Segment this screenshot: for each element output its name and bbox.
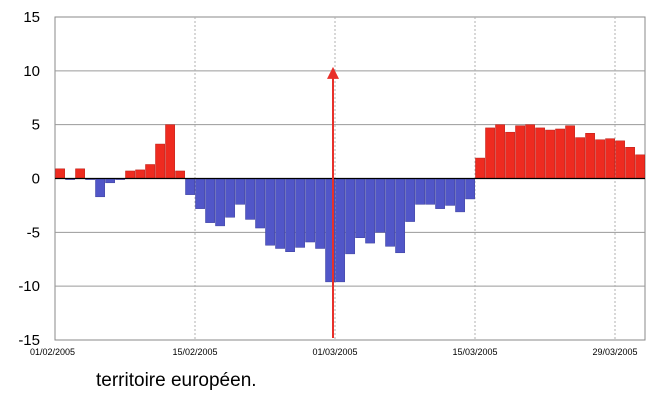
bar (165, 124, 175, 179)
bar (215, 178, 225, 227)
y-tick-label: -15 (18, 332, 40, 349)
bar (255, 178, 265, 229)
bar (105, 178, 115, 184)
bar (605, 138, 615, 179)
bar (355, 178, 365, 238)
bar (235, 178, 245, 205)
bar (365, 178, 375, 244)
bar (585, 133, 595, 179)
bar (465, 178, 475, 200)
bar (315, 178, 325, 249)
x-tick-label: 15/02/2005 (172, 347, 217, 357)
bar (345, 178, 355, 255)
bar (445, 178, 455, 206)
x-tick-label: 01/02/2005 (30, 347, 75, 357)
arrow-head (327, 66, 339, 79)
bar (375, 178, 385, 233)
bar (415, 178, 425, 205)
bar (95, 178, 105, 198)
bar (245, 178, 255, 220)
bar (525, 124, 535, 179)
y-tick-label: 0 (32, 171, 40, 188)
bar (125, 170, 135, 179)
bar (175, 170, 185, 179)
bar (395, 178, 405, 254)
bar (505, 131, 515, 179)
y-tick-label: -5 (27, 224, 40, 241)
bar (75, 168, 85, 179)
y-tick-label: 15 (23, 9, 40, 26)
bar (475, 157, 485, 179)
bar (265, 178, 275, 246)
x-tick-label: 01/03/2005 (312, 347, 357, 357)
bar (615, 140, 625, 179)
bar (635, 154, 645, 179)
bar (195, 178, 205, 209)
bar (405, 178, 415, 222)
bar (145, 164, 155, 179)
x-tick-label: 29/03/2005 (592, 347, 637, 357)
bar (515, 125, 525, 179)
bar (305, 178, 315, 243)
bar (155, 143, 165, 179)
y-tick-label: -10 (18, 278, 40, 295)
bar (535, 127, 545, 179)
bar (295, 178, 305, 248)
bar (225, 178, 235, 218)
bar (485, 127, 495, 179)
bar (135, 169, 145, 179)
bar (335, 178, 345, 283)
bar (555, 128, 565, 179)
bar (595, 139, 605, 179)
bar (205, 178, 215, 223)
bar (435, 178, 445, 209)
bar (455, 178, 465, 213)
x-tick-label: 15/03/2005 (452, 347, 497, 357)
y-tick-label: 10 (23, 63, 40, 80)
bar (55, 168, 65, 179)
bar (275, 178, 285, 249)
bar (425, 178, 435, 205)
bar (385, 178, 395, 247)
bar (575, 137, 585, 179)
bar (285, 178, 295, 252)
bar (545, 129, 555, 179)
bar (565, 125, 575, 179)
bar (625, 147, 635, 179)
caption-text: territoire européen. (96, 370, 257, 391)
bar (495, 124, 505, 179)
y-tick-label: 5 (32, 117, 40, 134)
bar (185, 178, 195, 195)
